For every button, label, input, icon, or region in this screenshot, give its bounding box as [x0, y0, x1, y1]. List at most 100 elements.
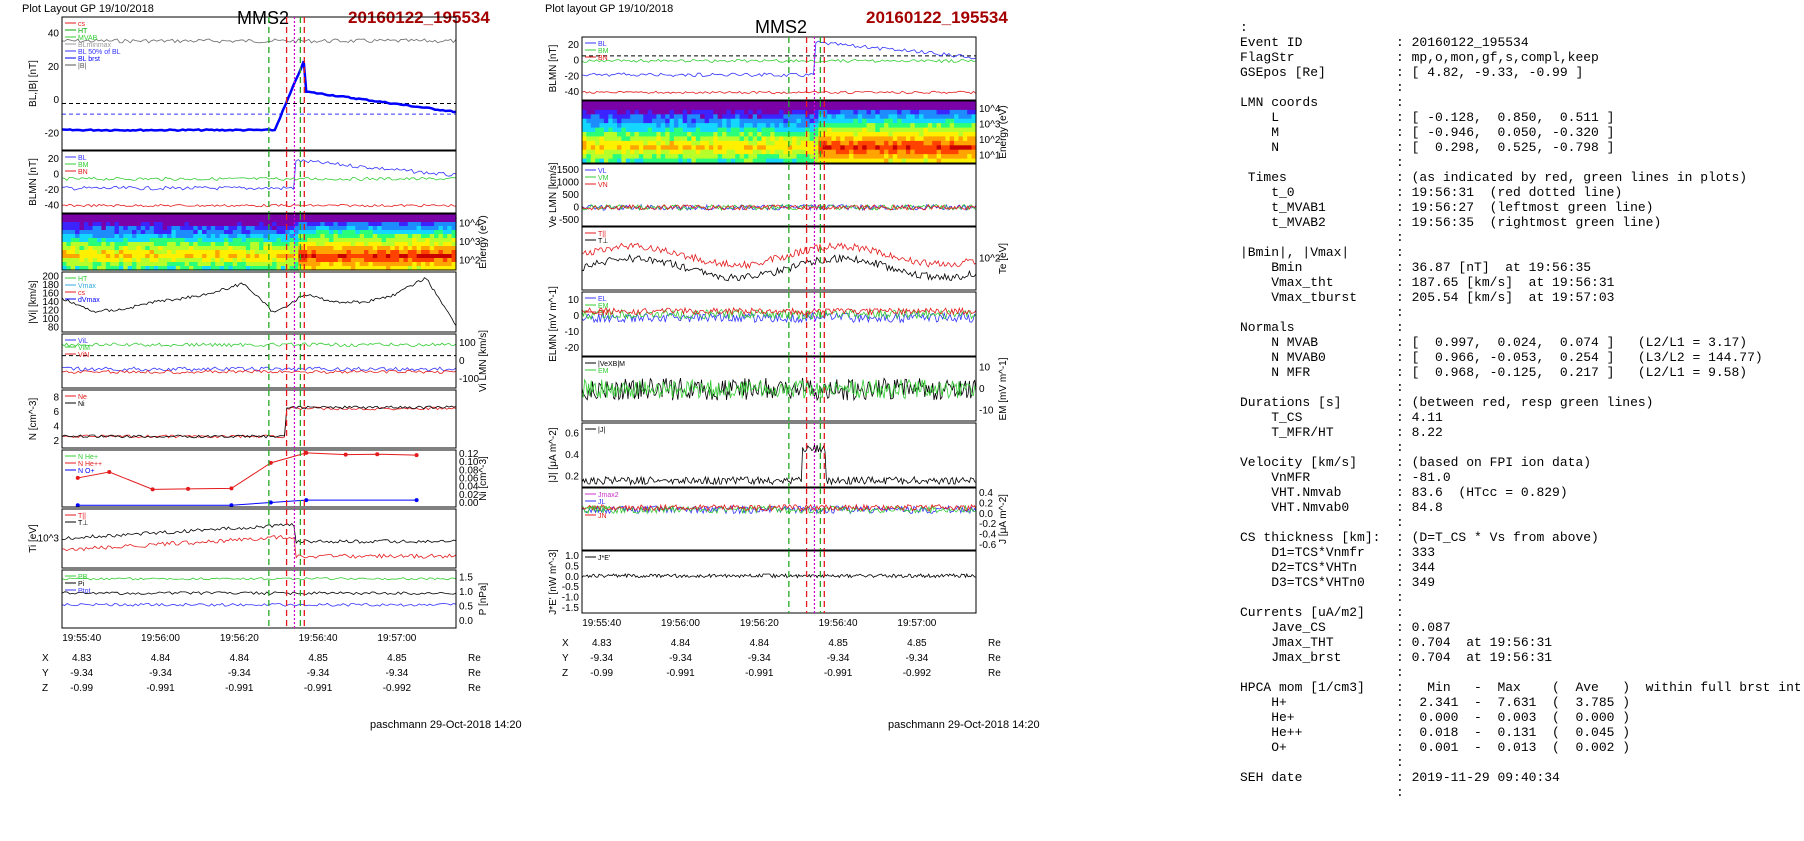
spectrogram-cell	[83, 222, 89, 227]
spectrogram-cell	[153, 266, 159, 271]
spectrogram-cell	[70, 238, 76, 243]
spectrogram-cell	[949, 154, 955, 160]
spectrogram-cell	[110, 226, 116, 231]
legend-entry: T||	[78, 513, 86, 520]
info-line: Bmin : 36.87 [nT] at 19:56:35	[1240, 260, 1592, 275]
spectrogram-cell	[267, 218, 273, 223]
spectrogram-cell	[608, 154, 614, 160]
data-point	[304, 450, 309, 455]
info-line: N MFR : [ 0.968, -0.125, 0.217 ] (L2/L1 …	[1240, 365, 1748, 380]
spectrogram-cell	[936, 132, 942, 137]
spectrogram-cell	[700, 158, 706, 164]
spectrogram-cell	[62, 258, 67, 263]
spectrogram-cell	[695, 154, 701, 160]
y-tick-label: 100	[42, 314, 59, 325]
spectrogram-cell	[403, 258, 409, 263]
spectrogram-cell	[92, 234, 98, 239]
spectrogram-cell	[621, 154, 627, 160]
spectrogram-cell	[704, 158, 710, 164]
spectrogram-cell	[901, 158, 907, 164]
spectrogram-cell	[180, 214, 186, 219]
spectrogram-cell	[294, 242, 299, 247]
spectrogram-cell	[451, 250, 457, 255]
spectrogram-cell	[884, 123, 890, 129]
spectrogram-cell	[324, 242, 330, 247]
spectrogram-cell	[726, 109, 732, 115]
spectrogram-cell	[294, 234, 299, 239]
spectrogram-cell	[92, 218, 98, 223]
spectrogram-cell	[359, 214, 365, 219]
spectrogram-cell	[822, 101, 828, 106]
spectrogram-cell	[447, 222, 453, 227]
position-value: -9.34	[827, 653, 850, 664]
spectrogram-cell	[831, 105, 837, 111]
spectrogram-cell	[752, 109, 758, 115]
spectrogram-cell	[897, 101, 903, 106]
spectrogram-cell	[83, 234, 89, 239]
legend-entry: JL	[598, 499, 606, 506]
spectrogram-cell	[219, 222, 225, 227]
spectrogram-cell	[748, 114, 754, 120]
spectrogram-cell	[792, 136, 798, 142]
spectrogram-cell	[280, 222, 286, 227]
spectrogram-cell	[105, 246, 111, 251]
spectrogram-cell	[625, 123, 631, 129]
spectrogram-cell	[634, 149, 640, 155]
spectrogram-cell	[364, 234, 370, 239]
spectrogram-cell	[307, 226, 313, 231]
spectrogram-cell	[421, 222, 426, 227]
spectrogram-cell	[744, 140, 749, 146]
spectrogram-cell	[245, 262, 251, 267]
spectrogram-cell	[726, 118, 732, 124]
spectrogram-cell	[857, 154, 863, 160]
spectrogram-cell	[962, 118, 968, 124]
info-line: :	[1240, 305, 1404, 320]
spectrogram-cell	[835, 145, 841, 151]
spectrogram-cell	[787, 118, 793, 124]
spectrogram-cell	[765, 154, 771, 160]
spectrogram-cell	[202, 242, 208, 247]
y-tick-label: 0.0	[979, 509, 993, 520]
spectrogram-cell	[434, 230, 440, 235]
spectrogram-cell	[630, 101, 636, 106]
spectrogram-cell	[603, 118, 609, 124]
spectrogram-cell	[752, 154, 758, 160]
spectrogram-cell	[364, 214, 370, 219]
spectrogram-cell	[355, 218, 361, 223]
spectrogram-cell	[678, 136, 684, 142]
spectrogram-cell	[704, 123, 710, 129]
spectrogram-cell	[259, 246, 264, 251]
spectrogram-cell	[153, 262, 159, 267]
spectrogram-cell	[866, 114, 872, 120]
spectrogram-cell	[888, 136, 894, 142]
spectrogram-cell	[416, 218, 422, 223]
info-line: Jmax_brst : 0.704 at 19:56:31	[1240, 650, 1553, 665]
spectrogram-cell	[678, 109, 684, 115]
y-tick-label: 20	[48, 154, 60, 165]
spectrogram-cell	[412, 234, 418, 239]
event-info-panel: : Event ID : 20160122_195534 FlagStr : mp,…	[1240, 20, 1800, 820]
spectrogram-cell	[416, 226, 422, 231]
spectrogram-cell	[673, 101, 679, 106]
spectrogram-cell	[416, 250, 422, 255]
spectrogram-cell	[625, 114, 631, 120]
spectrogram-cell	[857, 145, 863, 151]
spectrogram-cell	[127, 238, 133, 243]
legend-entry: JM	[598, 506, 608, 513]
time-tick-label: 19:56:40	[299, 633, 338, 644]
y-tick-label: 0.04	[459, 482, 479, 493]
spectrogram-cell	[206, 218, 212, 223]
spectrogram-cell	[691, 109, 697, 115]
spectrogram-cell	[189, 238, 194, 243]
spectrogram-cell	[638, 149, 644, 155]
spectrogram-cell	[730, 132, 736, 137]
spectrogram-cell	[827, 154, 833, 160]
spectrogram-cell	[796, 114, 802, 120]
y-tick-label: 100	[459, 338, 476, 349]
spectrogram-cell	[835, 127, 841, 133]
spectrogram-cell	[897, 149, 903, 155]
spectrogram-cell	[919, 136, 925, 142]
spectrogram-cell	[787, 145, 793, 151]
spectrogram-cell	[105, 250, 111, 255]
spectrogram-cell	[442, 234, 448, 239]
